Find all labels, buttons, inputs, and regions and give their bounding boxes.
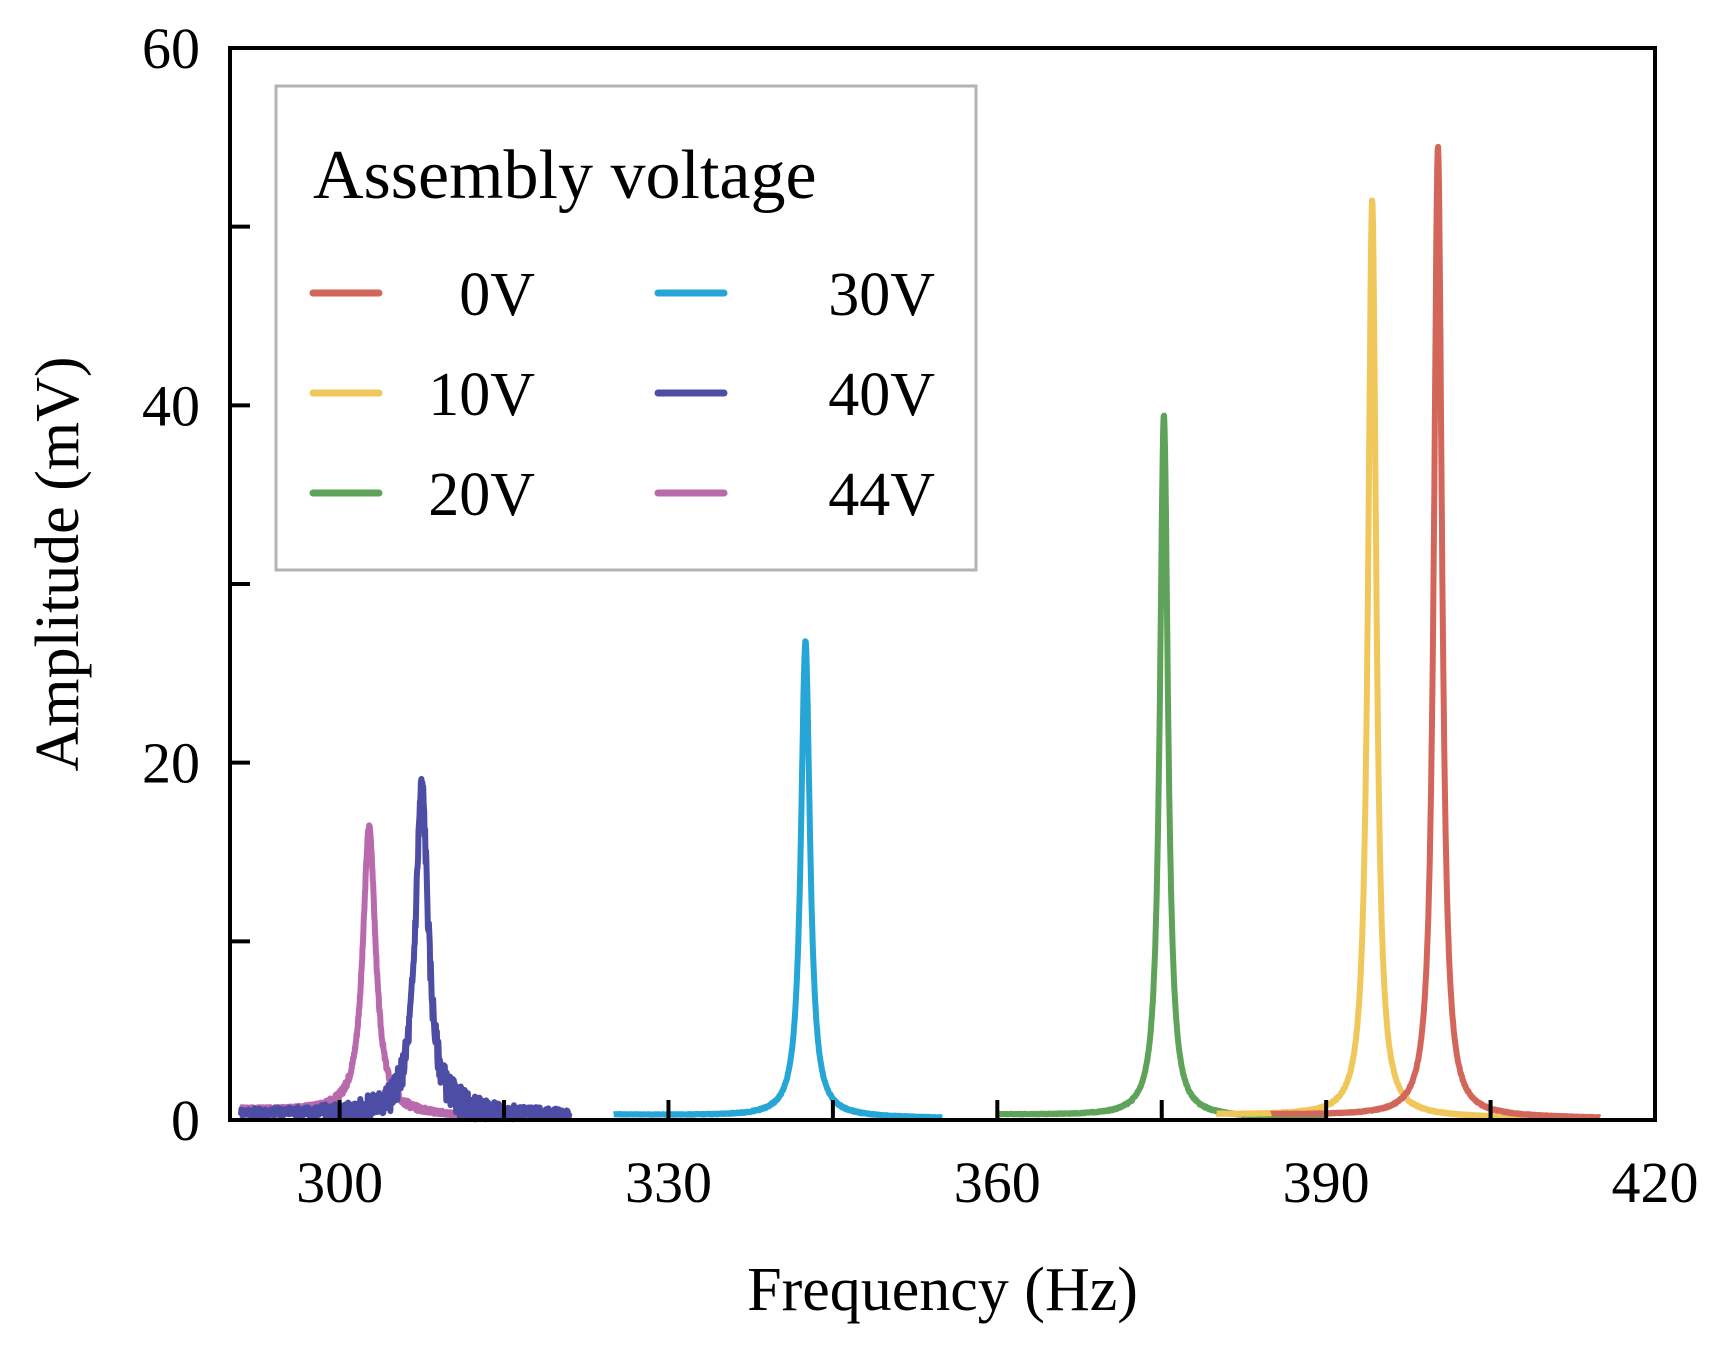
x-tick-label-330: 330	[625, 1150, 712, 1215]
legend-label-30V: 30V	[828, 261, 935, 329]
series-line-0V	[1268, 143, 1603, 1121]
series-line-10V	[1214, 197, 1548, 1121]
y-tick-label-20: 20	[142, 731, 200, 796]
legend-title: Assembly voltage	[313, 137, 817, 214]
y-axis-title: Amplitude (mV)	[24, 357, 92, 772]
legend-label-10V: 10V	[428, 361, 535, 429]
legend-box	[274, 84, 978, 572]
x-tick-label-360: 360	[954, 1150, 1041, 1215]
y-tick-label-40: 40	[142, 373, 200, 438]
series-line-30V	[611, 638, 945, 1121]
x-tick-label-390: 390	[1283, 1150, 1370, 1215]
x-axis-title: Frequency (Hz)	[747, 1256, 1138, 1324]
series-line-40V	[238, 776, 573, 1123]
x-tick-label-300: 300	[296, 1150, 383, 1215]
legend-label-44V: 44V	[828, 461, 935, 529]
legend-items: 0V 10V 20V 30V 40V 44V	[309, 261, 935, 529]
legend-label-20V: 20V	[428, 461, 535, 529]
y-tick-label-60: 60	[142, 16, 200, 81]
legend-label-40V: 40V	[828, 361, 935, 429]
legend: Assembly voltage 0V 10V 20V 30V 40V 44V	[274, 84, 978, 572]
y-tick-label-0: 0	[171, 1088, 200, 1153]
legend-label-0V: 0V	[459, 261, 535, 329]
series-line-20V	[994, 412, 1329, 1121]
axis-ticks: 300 330 360 390 420 0 20 40 60	[142, 16, 1699, 1215]
x-tick-label-420: 420	[1612, 1150, 1699, 1215]
